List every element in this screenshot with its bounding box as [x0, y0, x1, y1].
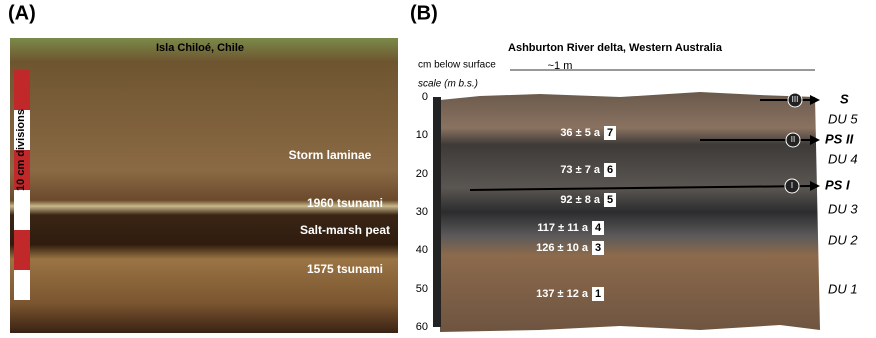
sample-number: 5 [607, 194, 613, 206]
figure: (A) 10 cm divisions Isla Chiloé, Chile S… [0, 0, 876, 333]
panel-label: (B) [410, 2, 438, 24]
scale-bar [433, 97, 441, 327]
layer-label: 1960 tsunami [307, 196, 383, 210]
width-label: ~1 m [548, 60, 573, 72]
unit-label: DU 3 [828, 201, 858, 216]
sample-number: 6 [607, 164, 613, 176]
surface-marker: II [791, 135, 795, 144]
scale-label: scale (m b.s.) [418, 79, 478, 90]
age-label: 73 ± 7 a [560, 164, 601, 176]
tick-label: 20 [416, 168, 428, 180]
photo-b [440, 92, 820, 332]
sample-number: 1 [595, 288, 601, 300]
surface-marker: I [791, 181, 793, 190]
unit-label: DU 1 [828, 281, 858, 296]
age-label: 117 ± 11 a [537, 222, 589, 234]
tick-label: 60 [416, 321, 428, 333]
surface-name: S [840, 91, 849, 106]
unit-label: DU 2 [828, 232, 858, 247]
sample-number: 3 [595, 242, 601, 254]
layer-label: 1575 tsunami [307, 262, 383, 276]
location: Isla Chiloé, Chile [156, 42, 244, 54]
layer-label: Salt-marsh peat [300, 223, 390, 237]
sample-number: 4 [595, 222, 602, 234]
age-label: 92 ± 8 a [560, 194, 601, 206]
surface-name: PS II [825, 131, 854, 146]
layer-label: Storm laminae [289, 148, 372, 162]
depth-label: cm below surface [418, 60, 496, 71]
age-label: 36 ± 5 a [560, 127, 601, 139]
ruler-label: 10 cm divisions [15, 109, 27, 191]
tick-label: 0 [422, 91, 428, 103]
tick-label: 10 [416, 129, 428, 141]
photo-a [10, 38, 398, 333]
page: (A) 10 cm divisions Isla Chiloé, Chile S… [0, 0, 876, 333]
title: Ashburton River delta, Western Australia [508, 42, 723, 54]
tick-label: 50 [416, 283, 428, 295]
tick-label: 40 [416, 244, 428, 256]
age-label: 137 ± 12 a [536, 288, 589, 300]
surface-name: PS I [825, 177, 850, 192]
sample-number: 7 [607, 127, 613, 139]
tick-label: 30 [416, 206, 428, 218]
scale-ticks: 0 10 20 30 40 50 60 [416, 91, 428, 333]
unit-label: DU 4 [828, 151, 858, 166]
age-label: 126 ± 10 a [536, 242, 589, 254]
panel-label: (A) [8, 2, 36, 24]
unit-label: DU 5 [828, 111, 858, 126]
surface-marker: III [792, 95, 799, 104]
